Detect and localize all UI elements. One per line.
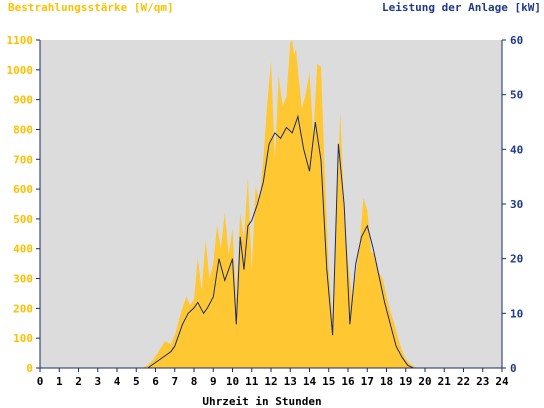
x-tick-label: 14 xyxy=(303,375,317,388)
x-tick-labels: 0 1 2 3 4 5 6 7 8 9 10 11 12 13 14 15 16 17 18 19 20 21 22 23 24 xyxy=(37,375,509,388)
left-tick-label: 800 xyxy=(13,123,33,136)
x-tick-label: 22 xyxy=(457,375,470,388)
axes xyxy=(36,39,506,372)
x-tick-label: 23 xyxy=(476,375,489,388)
x-tick-label: 21 xyxy=(438,375,452,388)
irradiance-area xyxy=(40,40,502,368)
irradiance-series xyxy=(40,40,502,368)
x-tick-label: 11 xyxy=(245,375,259,388)
right-tick-label: 60 xyxy=(510,34,523,47)
x-tick-label: 9 xyxy=(210,375,217,388)
left-axis-title: Bestrahlungsstärke [W/qm] xyxy=(8,1,174,14)
x-tick-label: 15 xyxy=(322,375,335,388)
x-tick-label: 17 xyxy=(361,375,374,388)
right-tick-labels: 0 10 20 30 40 50 60 xyxy=(510,34,523,375)
left-tick-label: 400 xyxy=(13,243,33,256)
left-tick-label: 700 xyxy=(13,153,33,166)
right-axis-title: Leistung der Anlage [kW] xyxy=(382,1,541,14)
left-tick-label: 100 xyxy=(13,332,33,345)
x-tick-label: 7 xyxy=(171,375,178,388)
x-tick-label: 5 xyxy=(133,375,140,388)
x-tick-label: 24 xyxy=(495,375,509,388)
x-tick-label: 1 xyxy=(56,375,63,388)
x-tick-label: 10 xyxy=(226,375,239,388)
left-tick-labels: 0 100 200 300 400 500 600 700 800 900 1000 1100 xyxy=(7,34,34,375)
left-tick-label: 300 xyxy=(13,273,33,286)
power-line xyxy=(40,114,502,369)
x-tick-label: 19 xyxy=(399,375,412,388)
right-tick-label: 30 xyxy=(510,198,523,211)
power-series xyxy=(40,114,502,369)
right-tick-label: 40 xyxy=(510,143,523,156)
x-tick-label: 16 xyxy=(341,375,355,388)
right-tick-label: 0 xyxy=(510,362,517,375)
right-tick-label: 10 xyxy=(510,307,523,320)
x-tick-label: 8 xyxy=(191,375,198,388)
left-tick-label: 600 xyxy=(13,183,33,196)
left-tick-label: 1000 xyxy=(7,64,34,77)
right-tick-label: 50 xyxy=(510,89,523,102)
x-tick-label: 12 xyxy=(264,375,277,388)
x-tick-label: 18 xyxy=(380,375,393,388)
left-tick-label: 200 xyxy=(13,302,33,315)
x-tick-label: 6 xyxy=(152,375,159,388)
x-tick-label: 20 xyxy=(418,375,431,388)
left-tick-label: 0 xyxy=(26,362,33,375)
x-tick-label: 13 xyxy=(284,375,297,388)
x-tick-label: 0 xyxy=(37,375,44,388)
x-tick-label: 4 xyxy=(114,375,121,388)
x-axis-title: Uhrzeit in Stunden xyxy=(202,395,321,408)
left-tick-label: 500 xyxy=(13,213,33,226)
x-tick-label: 3 xyxy=(94,375,101,388)
left-tick-label: 900 xyxy=(13,94,33,107)
left-tick-label: 1100 xyxy=(7,34,34,47)
right-tick-label: 20 xyxy=(510,253,523,266)
x-tick-label: 2 xyxy=(75,375,82,388)
